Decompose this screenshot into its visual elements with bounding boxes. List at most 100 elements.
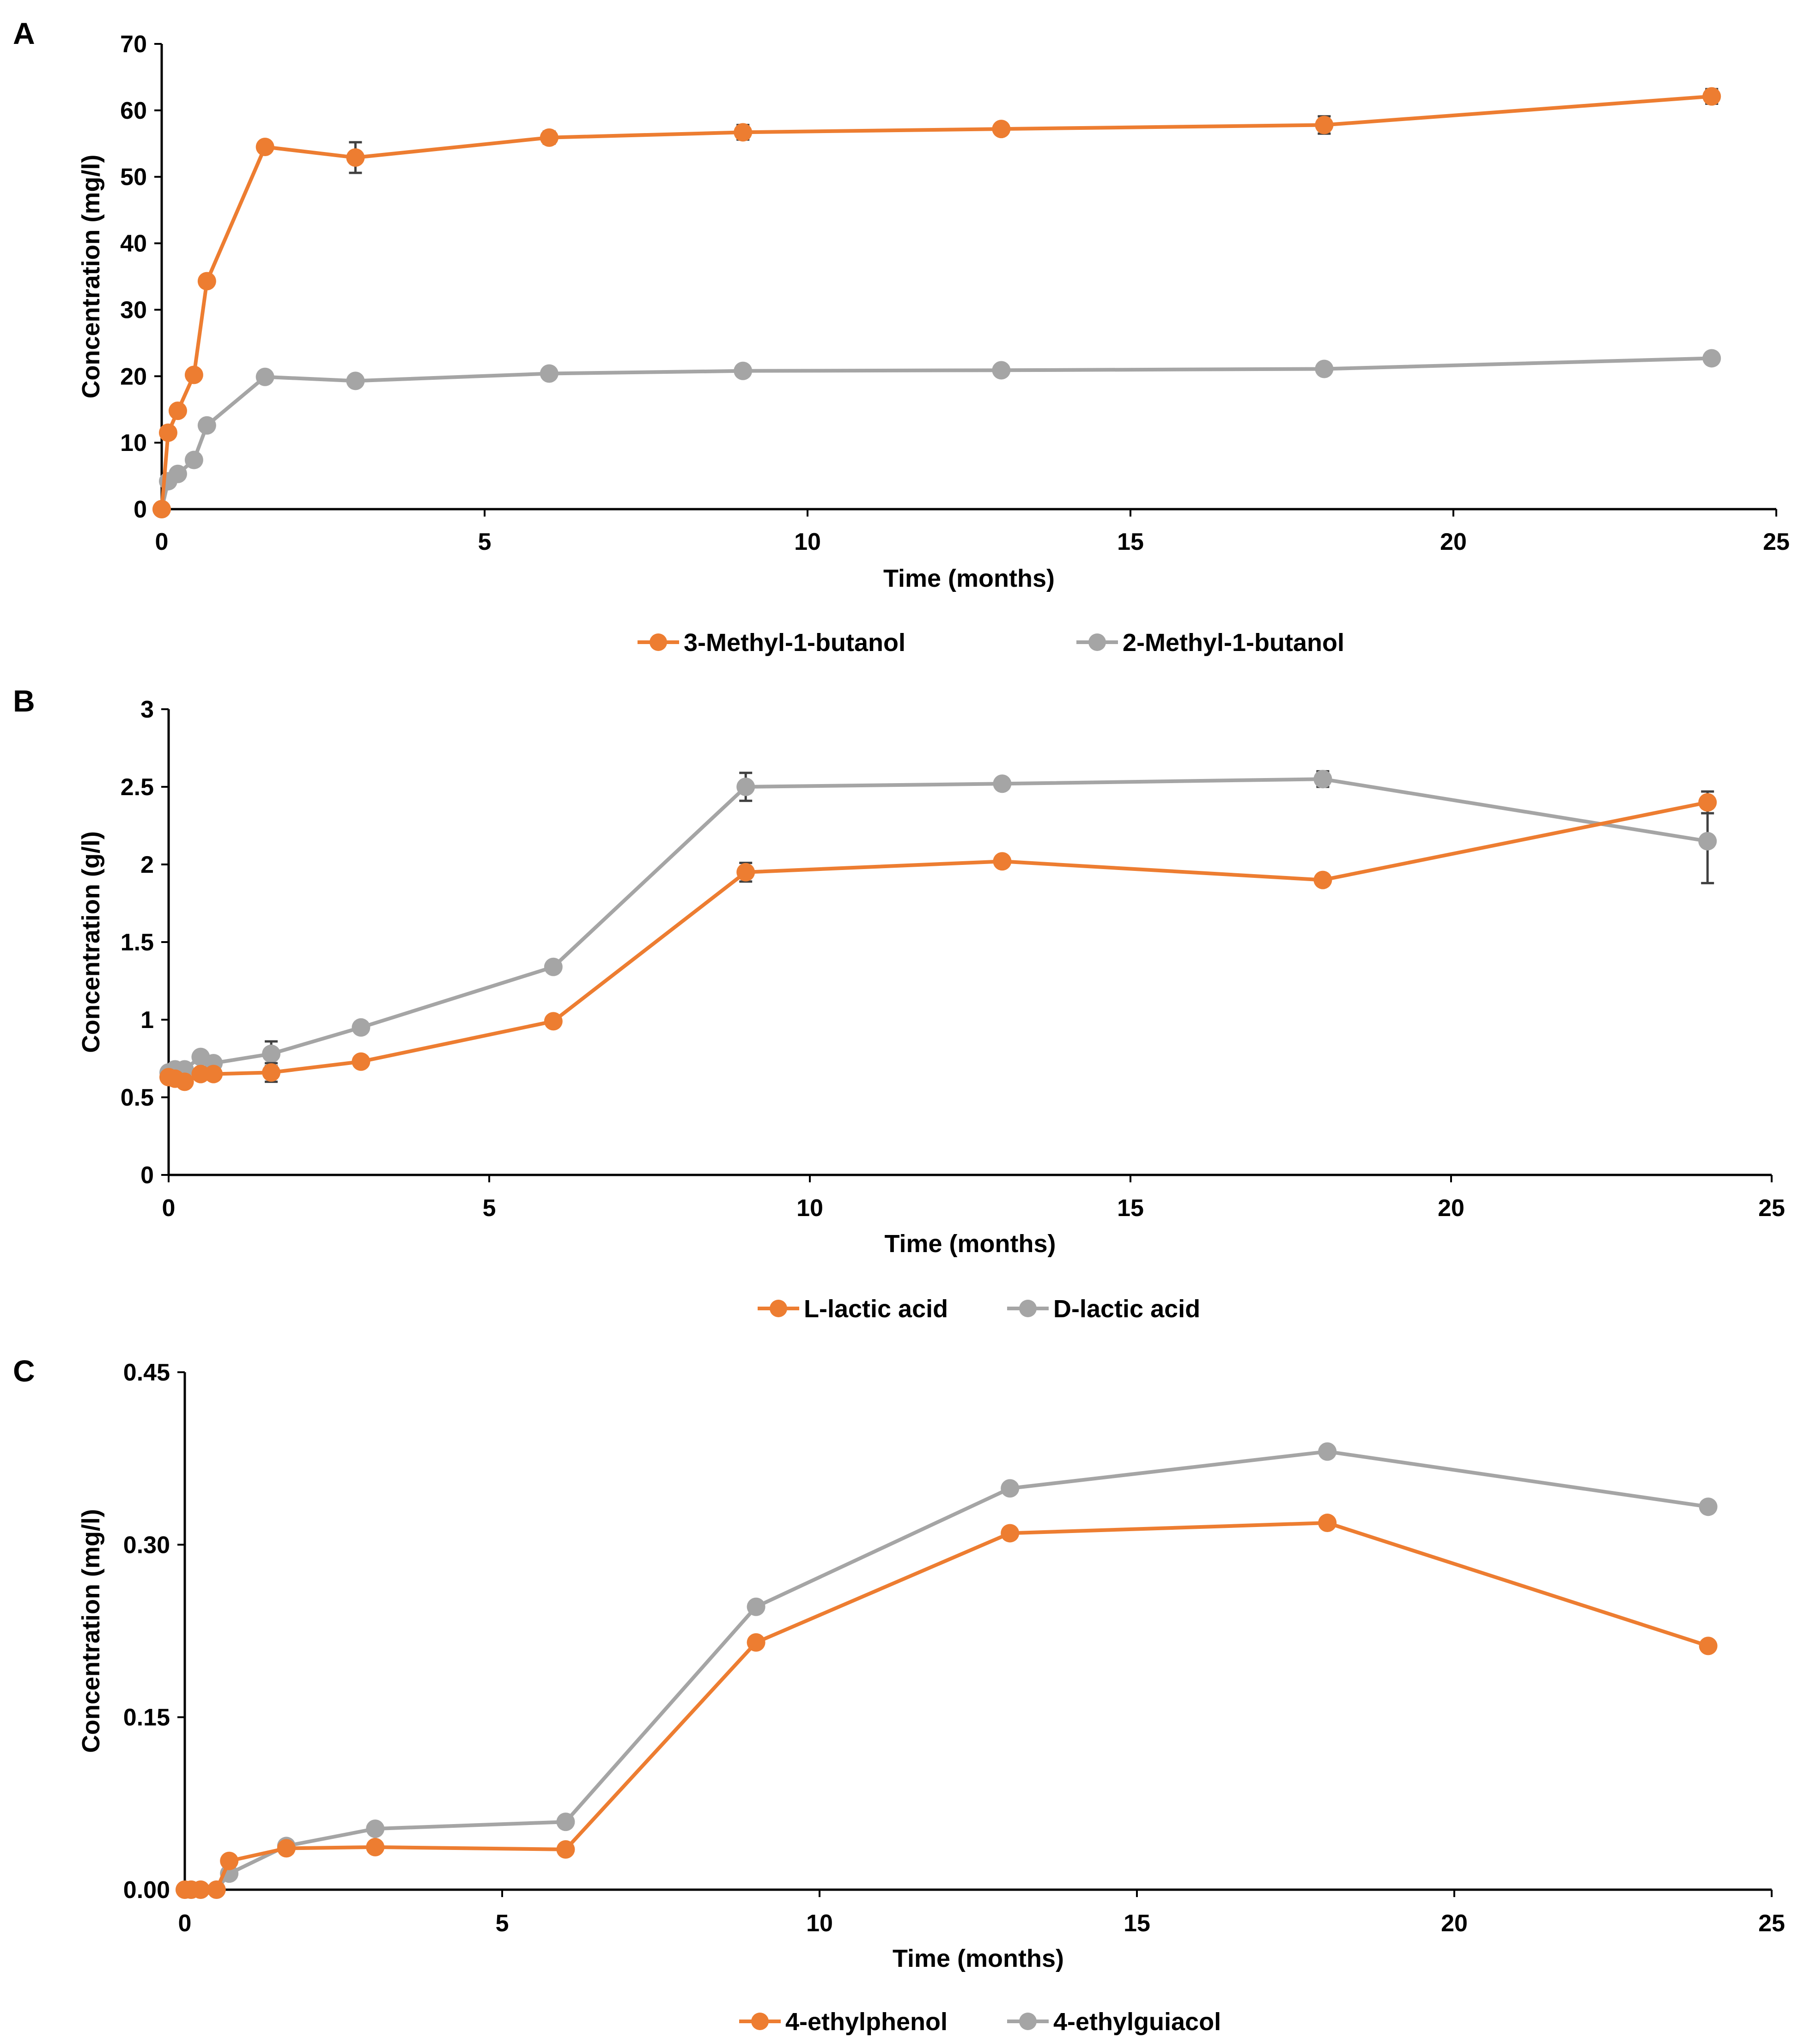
panel-label: B	[13, 684, 35, 718]
data-point	[191, 1880, 210, 1899]
legend-marker	[1088, 633, 1106, 651]
legend-item: 2-Methyl-1-butanol	[1076, 629, 1344, 657]
legend-item: 3-Methyl-1-butanol	[638, 629, 905, 657]
x-tick-label: 20	[1440, 529, 1467, 555]
y-axis-title: Concentration (mg/l)	[77, 155, 105, 399]
legend-label: 4-ethylguiacol	[1053, 2008, 1221, 2036]
x-tick-label: 0	[178, 1910, 192, 1937]
data-point	[255, 367, 274, 386]
panel-label: C	[13, 1354, 35, 1388]
legend-label: 2-Methyl-1-butanol	[1123, 629, 1344, 657]
x-tick-label: 20	[1441, 1910, 1468, 1937]
x-tick-label: 10	[794, 529, 821, 555]
data-point	[992, 361, 1011, 380]
series-4-ethylphenol	[176, 1514, 1718, 1899]
series-line	[185, 1449, 1709, 1892]
panel-label: A	[13, 16, 35, 50]
legend-marker	[1019, 2013, 1037, 2030]
data-point	[993, 774, 1012, 793]
data-point	[1698, 793, 1717, 812]
data-point	[366, 1837, 385, 1856]
y-tick-label: 30	[120, 297, 147, 323]
data-point	[540, 128, 559, 147]
x-tick-label: 25	[1758, 1910, 1785, 1937]
data-point	[255, 137, 274, 156]
y-tick-label: 10	[120, 430, 147, 456]
data-point	[1001, 1479, 1020, 1498]
data-point	[544, 957, 563, 976]
x-axis-title: Time (months)	[884, 1230, 1056, 1258]
data-point	[352, 1052, 371, 1071]
x-tick-label: 15	[1117, 529, 1144, 555]
data-point	[1315, 116, 1334, 134]
series-line	[168, 777, 1708, 1074]
data-point	[220, 1851, 239, 1870]
legend-label: 4-ethylphenol	[785, 2008, 948, 2036]
series-line	[160, 356, 1712, 510]
y-tick-label: 0.30	[123, 1532, 170, 1558]
data-point	[184, 365, 203, 384]
data-point	[544, 1012, 563, 1031]
x-tick-label: 0	[155, 529, 169, 555]
data-point	[1313, 870, 1332, 889]
data-point	[1315, 359, 1334, 378]
x-tick-label: 10	[796, 1195, 823, 1222]
data-point	[262, 1044, 281, 1063]
y-tick-label: 2	[140, 852, 154, 878]
data-point	[747, 1597, 765, 1616]
data-point	[556, 1840, 575, 1859]
x-tick-label: 0	[162, 1195, 176, 1222]
data-point	[191, 1065, 210, 1083]
data-point	[366, 1819, 385, 1838]
data-point	[1313, 770, 1332, 789]
y-tick-label: 0.5	[121, 1084, 154, 1111]
data-point	[168, 464, 187, 483]
chart-panel-c: C 0.00 0.15 0.30 0.45 0 5 10 15 20 25 Time (months)…	[13, 1354, 1785, 2036]
data-point	[734, 361, 753, 380]
y-tick-label: 0.15	[123, 1704, 170, 1731]
series-l-lactic-acid	[159, 790, 1717, 1091]
x-axis-title: Time (months)	[883, 565, 1055, 592]
legend-label: D-lactic acid	[1053, 1295, 1200, 1323]
data-point	[993, 852, 1012, 871]
data-point	[204, 1065, 223, 1083]
legend-label: 3-Methyl-1-butanol	[684, 629, 905, 657]
series-line	[168, 800, 1708, 1084]
x-axis-title: Time (months)	[893, 1945, 1064, 1972]
legend-marker	[1019, 1300, 1037, 1317]
series-d-lactic-acid	[159, 770, 1717, 1082]
y-tick-label: 50	[120, 164, 147, 191]
y-tick-label: 0.45	[123, 1359, 170, 1386]
legend-item: 4-ethylphenol	[739, 2008, 948, 2036]
data-point	[346, 371, 365, 390]
x-tick-label: 5	[478, 529, 492, 555]
data-point	[277, 1839, 296, 1858]
y-tick-label: 20	[120, 363, 147, 390]
data-point	[1001, 1524, 1020, 1543]
legend-item: L-lactic acid	[758, 1295, 948, 1323]
x-tick-label: 10	[806, 1910, 833, 1937]
data-point	[736, 863, 755, 882]
legend-marker	[770, 1300, 787, 1317]
data-point	[1702, 87, 1721, 106]
legend-marker	[650, 633, 667, 651]
series-3-methyl-1-butanol	[152, 87, 1721, 518]
chart-panel-b: B 0 0.5 1 1.5 2 2.5 3 0 5 10 15 20 25 Time (months) Con…	[13, 684, 1785, 1323]
y-tick-label: 2.5	[121, 774, 154, 801]
x-tick-label: 25	[1763, 529, 1790, 555]
data-point	[197, 416, 216, 435]
data-point	[184, 450, 203, 469]
y-tick-label: 1.5	[121, 929, 154, 956]
data-point	[1318, 1514, 1337, 1533]
legend-item: D-lactic acid	[1007, 1295, 1200, 1323]
data-point	[1698, 832, 1717, 851]
series-4-ethylguiacol	[176, 1442, 1718, 1899]
series-line	[160, 94, 1712, 510]
legend-marker	[751, 2013, 769, 2030]
data-point	[556, 1813, 575, 1831]
legend-label: L-lactic acid	[804, 1295, 948, 1323]
y-tick-label: 1	[140, 1007, 154, 1034]
x-tick-label: 5	[496, 1910, 509, 1937]
data-point	[1699, 1636, 1718, 1655]
